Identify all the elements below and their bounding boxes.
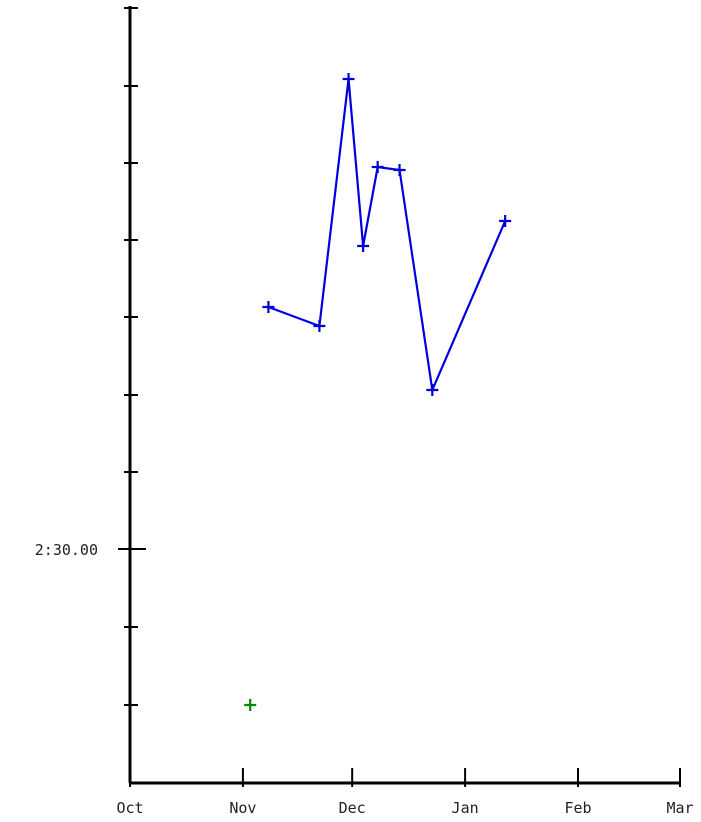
x-tick-label: Nov: [229, 799, 256, 817]
x-tick-label: Jan: [452, 799, 479, 817]
x-tick-label: Feb: [564, 799, 591, 817]
data-point: [393, 164, 406, 176]
x-tick-oct: Oct: [116, 768, 144, 817]
series-layer: [244, 73, 512, 711]
data-point: [342, 73, 355, 85]
x-tick-dec: Dec: [339, 768, 366, 817]
x-tick-mar: Mar: [666, 768, 694, 817]
x-tick-nov: Nov: [229, 768, 256, 817]
x-tick-feb: Feb: [564, 768, 592, 817]
x-ticks: Oct Nov Dec Jan Feb Mar: [116, 768, 694, 817]
data-point: [262, 301, 275, 313]
x-tick-label: Dec: [339, 799, 366, 817]
data-point: [499, 215, 512, 227]
data-point: [426, 384, 439, 396]
data-point: [244, 699, 257, 711]
y-ticks: 2:30.00: [35, 7, 146, 706]
series-line: [268, 78, 507, 394]
x-tick-label: Mar: [666, 799, 693, 817]
data-point: [313, 320, 326, 332]
series-2: [244, 699, 257, 711]
x-tick-jan: Jan: [452, 768, 479, 817]
data-point: [371, 161, 384, 173]
y-tick-labeled: 2:30.00: [35, 541, 146, 559]
series-1: [262, 73, 512, 396]
data-point: [357, 240, 370, 252]
x-tick-label: Oct: [116, 799, 143, 817]
y-tick-label: 2:30.00: [35, 541, 98, 559]
